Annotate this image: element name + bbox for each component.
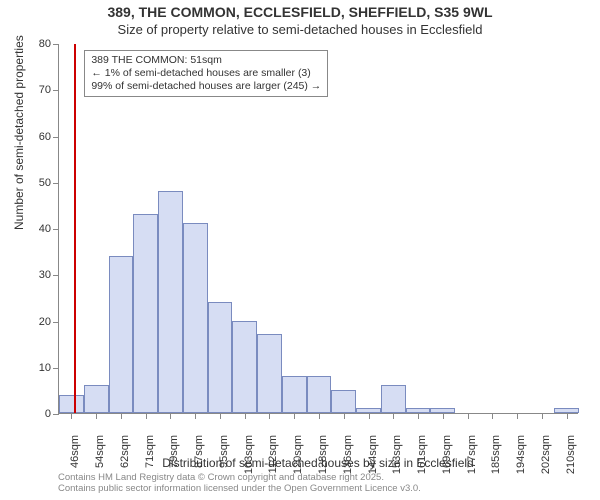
y-tick-label: 10 <box>27 362 51 374</box>
y-axis-label: Number of semi-detached properties <box>12 35 26 230</box>
y-tick <box>53 229 59 230</box>
y-tick <box>53 414 59 415</box>
x-tick <box>195 413 196 419</box>
bar <box>133 214 158 413</box>
x-tick <box>542 413 543 419</box>
y-tick <box>53 322 59 323</box>
footer-line2: Contains public sector information licen… <box>58 483 421 494</box>
bar <box>232 321 257 414</box>
x-tick <box>393 413 394 419</box>
y-tick <box>53 368 59 369</box>
annotation-line3: 99% of semi-detached houses are larger (… <box>91 80 321 93</box>
x-tick <box>344 413 345 419</box>
bar <box>59 395 84 414</box>
y-tick-label: 20 <box>27 316 51 328</box>
y-tick-label: 70 <box>27 84 51 96</box>
bar <box>257 334 282 413</box>
x-tick <box>121 413 122 419</box>
x-tick <box>369 413 370 419</box>
y-tick <box>53 275 59 276</box>
x-tick <box>170 413 171 419</box>
title-block: 389, THE COMMON, ECCLESFIELD, SHEFFIELD,… <box>0 4 600 37</box>
bar <box>109 256 134 413</box>
annotation-line1: 389 THE COMMON: 51sqm <box>91 54 321 67</box>
bar <box>307 376 332 413</box>
x-tick <box>517 413 518 419</box>
y-tick <box>53 44 59 45</box>
x-tick <box>71 413 72 419</box>
bar <box>381 385 406 413</box>
y-tick-label: 60 <box>27 131 51 143</box>
y-tick-label: 0 <box>27 408 51 420</box>
x-tick <box>468 413 469 419</box>
footer: Contains HM Land Registry data © Crown c… <box>58 472 421 495</box>
x-tick <box>319 413 320 419</box>
x-axis-label: Distribution of semi-detached houses by … <box>58 456 578 470</box>
annotation-line2: ← 1% of semi-detached houses are smaller… <box>91 67 321 80</box>
chart-title: 389, THE COMMON, ECCLESFIELD, SHEFFIELD,… <box>0 4 600 20</box>
x-tick <box>567 413 568 419</box>
bar <box>282 376 307 413</box>
x-tick <box>146 413 147 419</box>
bars-container <box>59 44 578 413</box>
bar <box>331 390 356 413</box>
bar <box>183 223 208 413</box>
y-tick-label: 30 <box>27 269 51 281</box>
y-tick-label: 50 <box>27 177 51 189</box>
marker-line <box>74 44 76 413</box>
annotation-box: 389 THE COMMON: 51sqm ← 1% of semi-detac… <box>84 50 328 97</box>
bar <box>208 302 233 413</box>
plot-area: 389 THE COMMON: 51sqm ← 1% of semi-detac… <box>58 44 578 414</box>
bar <box>158 191 183 413</box>
x-tick <box>443 413 444 419</box>
y-tick <box>53 137 59 138</box>
x-tick <box>245 413 246 419</box>
footer-line1: Contains HM Land Registry data © Crown c… <box>58 472 421 483</box>
y-tick <box>53 183 59 184</box>
chart-subtitle: Size of property relative to semi-detach… <box>0 22 600 37</box>
y-tick <box>53 90 59 91</box>
y-tick-label: 80 <box>27 38 51 50</box>
x-tick <box>96 413 97 419</box>
x-tick <box>492 413 493 419</box>
x-tick <box>269 413 270 419</box>
x-tick <box>418 413 419 419</box>
y-tick-label: 40 <box>27 223 51 235</box>
x-tick <box>294 413 295 419</box>
bar <box>84 385 109 413</box>
x-tick <box>220 413 221 419</box>
